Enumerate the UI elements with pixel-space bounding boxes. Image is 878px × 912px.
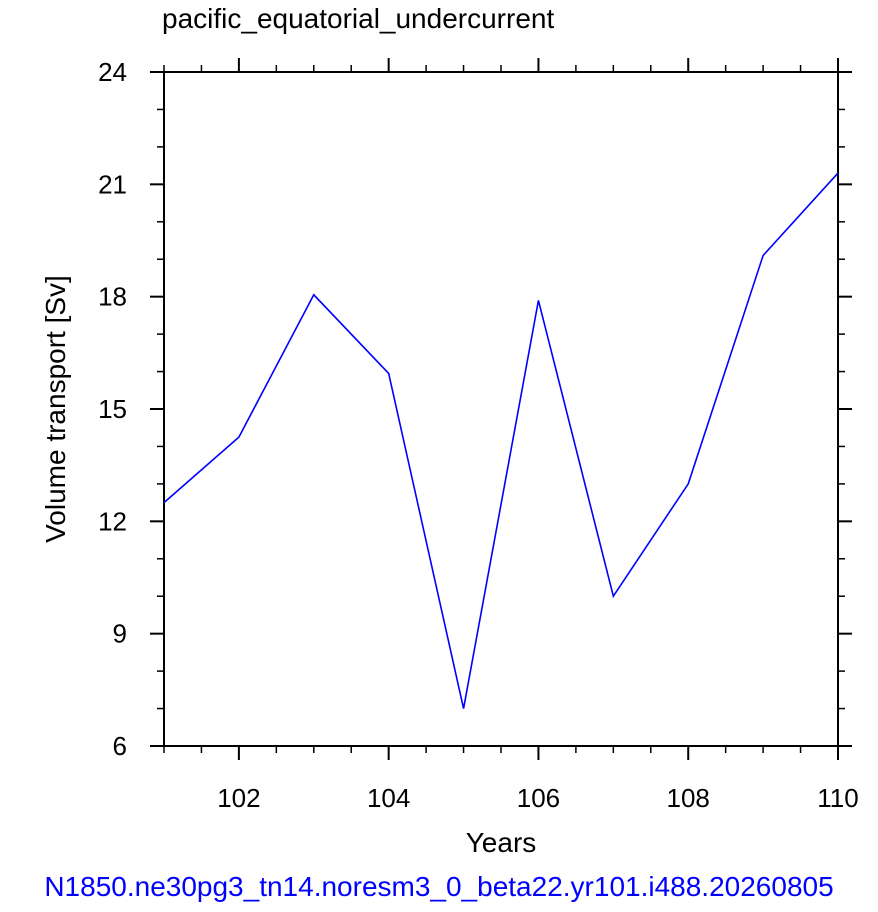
chart-title: pacific_equatorial_undercurrent — [162, 3, 554, 34]
y-tick-label: 12 — [98, 506, 127, 536]
y-tick-label: 21 — [98, 169, 127, 199]
x-axis-tick-labels: 102 104 106 108 110 — [217, 783, 859, 813]
series-line — [163, 172, 839, 709]
y-tick-label: 6 — [113, 731, 127, 761]
x-tick-label: 106 — [517, 783, 560, 813]
x-axis-label: Years — [466, 827, 537, 858]
y-tick-label: 9 — [113, 619, 127, 649]
plot-area-border — [163, 71, 839, 747]
y-axis-tick-labels: 6 9 12 15 18 21 24 — [98, 57, 127, 761]
y-axis-label: Volume transport [Sv] — [40, 275, 71, 543]
series-layer — [163, 172, 839, 709]
x-tick-label: 110 — [817, 783, 858, 813]
x-tick-label: 102 — [217, 783, 260, 813]
x-tick-label: 108 — [667, 783, 710, 813]
x-tick-label: 104 — [367, 783, 410, 813]
axis-ticks — [150, 58, 852, 760]
y-tick-label: 24 — [98, 57, 127, 87]
y-tick-label: 18 — [98, 282, 127, 312]
plot-frame — [163, 71, 839, 747]
y-tick-label: 15 — [98, 394, 127, 424]
run-identifier-caption: N1850.ne30pg3_tn14.noresm3_0_beta22.yr10… — [44, 871, 833, 902]
